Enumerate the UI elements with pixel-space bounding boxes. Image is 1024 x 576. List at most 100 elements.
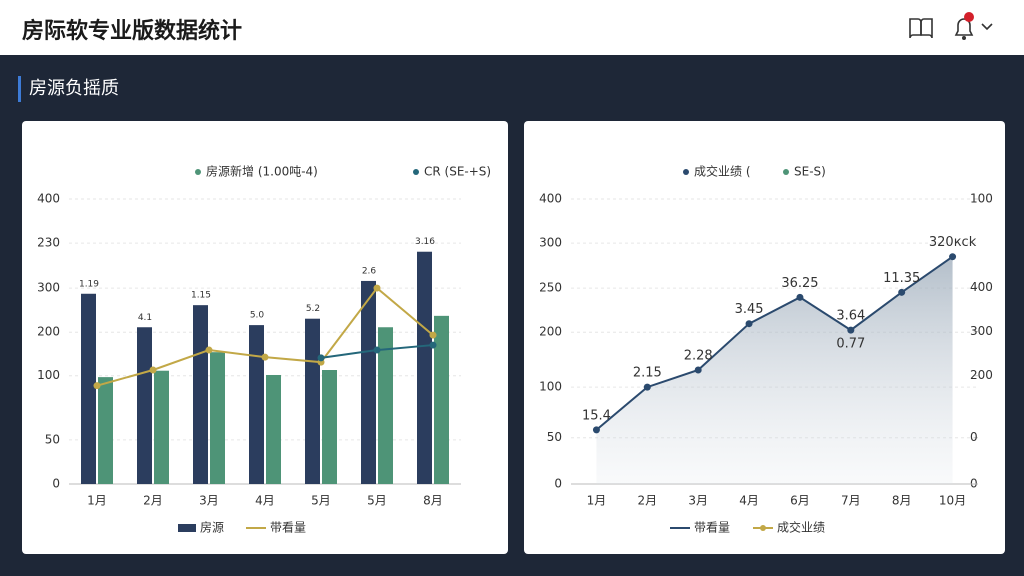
y-tick-label: 300 [539, 236, 562, 250]
point [373, 284, 381, 292]
annotation: 5.2 [306, 304, 320, 314]
legend-marker [195, 169, 201, 175]
point [745, 320, 753, 328]
section-title: 房源负摇质 [18, 76, 119, 102]
point [847, 326, 855, 334]
bar [305, 318, 320, 484]
app-title: 房际软专业版数据统计 [22, 19, 243, 44]
legend-label: 带看量 [270, 521, 306, 535]
annotation: 2.28 [684, 349, 713, 364]
bar [154, 370, 169, 484]
bar [361, 280, 376, 484]
legend-marker [760, 525, 766, 531]
annotation: 15.4 [582, 408, 611, 423]
y-tick-label: 0 [554, 477, 562, 491]
y-tick-label: 100 [37, 368, 60, 382]
point [149, 366, 157, 374]
header: 房际软专业版数据统计 [0, 0, 1024, 55]
y-tick-label: 100 [539, 380, 562, 394]
chart: 400 230 300 200 100 50 0 1月 2月 3月 4月 5月 5月 8月 房源新增 (1.… [37, 164, 491, 535]
book-icon[interactable] [909, 18, 933, 39]
annotation: 3.16 [415, 237, 435, 247]
point [898, 288, 906, 296]
annotation: 4.1 [138, 313, 152, 323]
x-tick-label: 2月 [143, 494, 163, 508]
x-tick-label: 7月 [841, 494, 861, 508]
bar [210, 352, 225, 484]
y-tick-label: 200 [37, 325, 60, 339]
bar [98, 377, 113, 484]
point [429, 341, 437, 349]
y-tick-label: 400 [37, 192, 60, 206]
card: 400 230 300 200 100 50 0 1月 2月 3月 4月 5月 5月 8月 房源新增 (1.… [22, 121, 508, 554]
annotation: 3.64 [836, 309, 865, 324]
bar [434, 315, 449, 484]
legend-label: SE-S) [794, 165, 826, 179]
bar [137, 327, 152, 484]
bar [266, 374, 281, 484]
annotation: 36.25 [781, 276, 818, 291]
bar [249, 325, 264, 484]
point [643, 383, 651, 391]
legend-marker [783, 169, 789, 175]
annotation: 2.15 [633, 366, 662, 381]
x-tick-label: 10月 [939, 494, 966, 508]
y2-tick-label: 200 [970, 368, 993, 382]
x-tick-label: 5月 [367, 494, 387, 508]
annotation: 5.0 [250, 311, 265, 321]
point [205, 346, 213, 354]
legend-marker [683, 169, 689, 175]
line [595, 255, 954, 431]
y-tick-label: 250 [539, 281, 562, 295]
annotation: 11.35 [883, 271, 920, 286]
legend-label: CR (SE-+S) [424, 165, 491, 179]
y-tick-label: 50 [45, 432, 60, 446]
annotation: 1.15 [191, 291, 211, 301]
bar [81, 293, 96, 484]
x-tick-label: 5月 [311, 494, 331, 508]
x-tick-label: 3月 [199, 494, 219, 508]
y2-tick-label: 300 [970, 324, 993, 338]
y-tick-label: 0 [52, 477, 60, 491]
bar [378, 327, 393, 484]
legend-label: 成交业绩 [777, 520, 825, 535]
point [93, 382, 101, 390]
y2-tick-label: 0 [970, 430, 978, 444]
legend-label: 带看量 [694, 521, 730, 535]
dropdown-icon[interactable] [981, 23, 993, 31]
annotation: 3.45 [735, 302, 764, 317]
y-tick-label: 230 [37, 236, 60, 250]
point [317, 354, 325, 362]
x-tick-label: 3月 [688, 494, 708, 508]
point [261, 353, 269, 361]
legend-label: 成交业绩 ( [694, 164, 751, 179]
bell-icon[interactable] [954, 12, 974, 40]
x-tick-label: 1月 [587, 494, 607, 508]
header-icons [909, 12, 993, 40]
annotation: 1.19 [79, 279, 99, 289]
x-tick-label: 4月 [255, 494, 275, 508]
legend-label: 房源新增 (1.00吨-4) [206, 164, 318, 179]
legend-label: 房源 [200, 520, 224, 535]
point [694, 366, 702, 374]
y-tick-label: 50 [547, 430, 562, 444]
annotation: 0.77 [836, 337, 865, 352]
bar [193, 305, 208, 484]
card: 400300250200100500100400300200001月2月3月4月… [524, 121, 1005, 554]
x-tick-label: 8月 [423, 494, 443, 508]
annotation: 2.6 [362, 266, 377, 276]
x-tick-label: 6月 [790, 494, 810, 508]
point [429, 331, 437, 339]
bar [417, 251, 432, 484]
y2-tick-label: 400 [970, 280, 993, 294]
bar [322, 370, 337, 484]
x-tick-label: 8月 [892, 494, 912, 508]
point [949, 253, 957, 261]
annotation: 320кck [929, 235, 977, 250]
point [373, 346, 381, 354]
area [596, 256, 953, 484]
point [796, 293, 804, 301]
x-tick-label: 4月 [739, 494, 759, 508]
chart: 400300250200100500100400300200001月2月3月4月… [539, 164, 993, 535]
